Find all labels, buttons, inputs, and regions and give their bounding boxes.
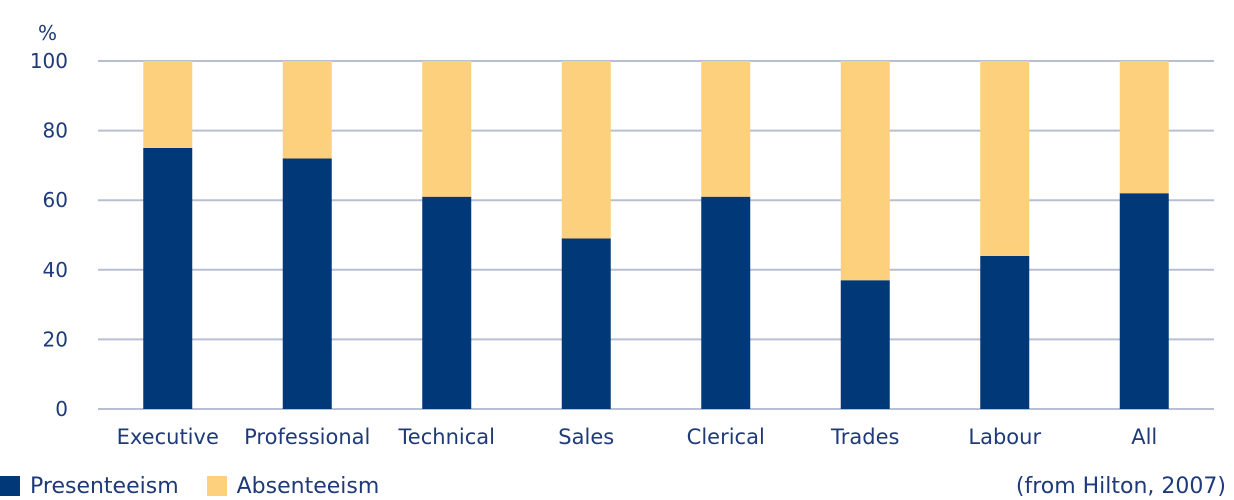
bars (143, 61, 1169, 409)
y-tick-label: 60 (43, 188, 68, 212)
x-category-label: Executive (117, 425, 219, 449)
legend-label-presenteeism: Presenteeism (30, 473, 179, 499)
bar-presenteeism-sales (561, 238, 611, 409)
bar-presenteeism-technical (422, 196, 472, 409)
bar-presenteeism-clerical (701, 196, 751, 409)
legend-swatch-presenteeism (0, 476, 20, 496)
x-category-label: Trades (830, 425, 899, 449)
legend-item-absenteeism: Absenteeism (206, 473, 380, 499)
x-category-label: Labour (968, 425, 1041, 449)
x-axis-categories: Executive Professional Technical Sales Cleri… (117, 425, 1158, 449)
bar-presenteeism-all (1119, 193, 1169, 409)
gridlines (98, 60, 1214, 410)
stacked-bar-chart: 0 20 40 60 80 100 Executive Professional Techni… (30, 21, 1214, 449)
x-category-label: Technical (398, 425, 495, 449)
y-tick-label: 0 (55, 397, 68, 421)
legend-item-presenteeism: Presenteeism (0, 474, 179, 499)
x-category-label: Professional (244, 425, 370, 449)
bar-absenteeism-clerical (701, 61, 751, 197)
bar-presenteeism-trades (840, 280, 890, 409)
bar-absenteeism-labour (980, 61, 1030, 256)
bar-absenteeism-professional (282, 61, 332, 159)
bar-absenteeism-sales (561, 61, 611, 239)
x-category-label: Sales (558, 425, 614, 449)
legend-swatch-absenteeism (206, 476, 227, 496)
bar-absenteeism-technical (422, 61, 472, 197)
bar-presenteeism-labour (980, 255, 1030, 409)
y-tick-label: 80 (43, 119, 68, 143)
bar-absenteeism-executive (143, 61, 193, 148)
x-category-label: All (1131, 425, 1157, 449)
bar-presenteeism-executive (143, 148, 193, 409)
y-axis-ticks: 0 20 40 60 80 100 (30, 49, 68, 421)
legend-label-absenteeism: Absenteeism (236, 473, 380, 499)
legend: Presenteeism Absenteeism (0, 472, 407, 500)
y-tick-label: 100 (30, 49, 68, 73)
source-note: (from Hilton, 2007) (1015, 474, 1226, 499)
y-axis-label: % (38, 21, 57, 45)
bar-presenteeism-professional (282, 158, 332, 409)
bar-absenteeism-all (1119, 61, 1169, 194)
bar-absenteeism-trades (840, 61, 890, 281)
y-tick-label: 20 (43, 327, 68, 351)
x-category-label: Clerical (687, 425, 765, 449)
y-tick-label: 40 (43, 258, 68, 282)
